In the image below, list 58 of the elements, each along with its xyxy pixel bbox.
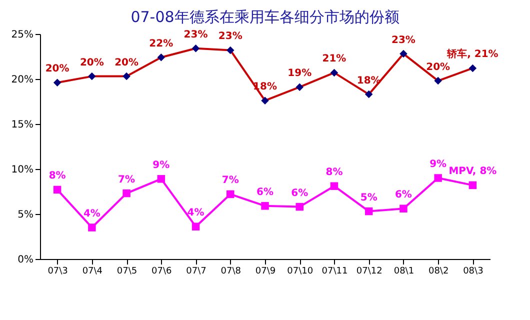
point: [261, 202, 269, 210]
data-label: 23%: [218, 31, 242, 42]
point: [296, 202, 304, 211]
data-label: 18%: [356, 75, 381, 86]
x-tick-label: 08\1: [394, 266, 414, 276]
data-label: 8%: [326, 167, 343, 178]
data-label: 20%: [426, 62, 450, 73]
data-label: 20%: [45, 64, 70, 75]
y-tick-label: 5%: [18, 210, 34, 220]
chart-title: 07-08年德系在乘用车各细分市场的份额: [130, 8, 400, 26]
x-tick-label: 07\4: [82, 266, 103, 276]
point: [364, 207, 373, 216]
data-label: 9%: [152, 160, 170, 171]
data-label: 20%: [80, 57, 104, 68]
data-label: 5%: [360, 192, 378, 204]
data-label: 7%: [222, 175, 239, 186]
data-label: 21%: [322, 54, 346, 65]
point: [330, 182, 338, 190]
x-tick-label: 08\3: [463, 266, 484, 276]
point: [400, 204, 408, 212]
y-tick-label: 0%: [18, 254, 34, 266]
x-tick-label: 08\2: [428, 266, 449, 276]
x-tick-label: 07\7: [186, 266, 206, 276]
point: [468, 181, 477, 190]
text: MPV, 8%: [448, 166, 497, 178]
data-label: 22%: [149, 38, 174, 50]
point: [122, 189, 130, 198]
data-label: 4%: [83, 208, 100, 220]
text: 轿车, 21%: [447, 49, 498, 60]
x-tick-label: 07\5: [116, 266, 138, 276]
x-tick-label: 07\6: [152, 266, 172, 276]
x-tick-label: 07\10: [287, 266, 314, 276]
y-tick-label: 15%: [11, 120, 34, 130]
x-tick-label: 07\12: [356, 266, 382, 276]
y-tick-label: 20%: [11, 74, 34, 86]
data-label: 7%: [118, 174, 136, 186]
y-tick-label: 25%: [11, 30, 34, 40]
data-label: 19%: [288, 68, 312, 80]
data-label: 23%: [391, 34, 416, 46]
data-label: 6%: [256, 186, 274, 198]
point: [434, 174, 442, 182]
point: [53, 186, 62, 194]
y-tick-label: 10%: [11, 164, 34, 176]
point: [192, 222, 200, 230]
x-tick-label: 07\11: [322, 266, 348, 276]
x-tick-label: 07\3: [48, 266, 68, 276]
data-label: 8%: [48, 170, 66, 182]
x-tick-label: 07\9: [255, 266, 276, 276]
point: [226, 190, 234, 198]
data-label: 23%: [184, 29, 208, 40]
data-label: 6%: [291, 188, 308, 199]
x-tick-label: 07\8: [220, 266, 242, 276]
data-label: 4%: [187, 208, 204, 219]
data-label: 6%: [394, 190, 412, 201]
point: [88, 224, 96, 232]
data-label: 20%: [114, 57, 139, 68]
point: [157, 175, 166, 183]
data-label: 9%: [430, 159, 447, 170]
